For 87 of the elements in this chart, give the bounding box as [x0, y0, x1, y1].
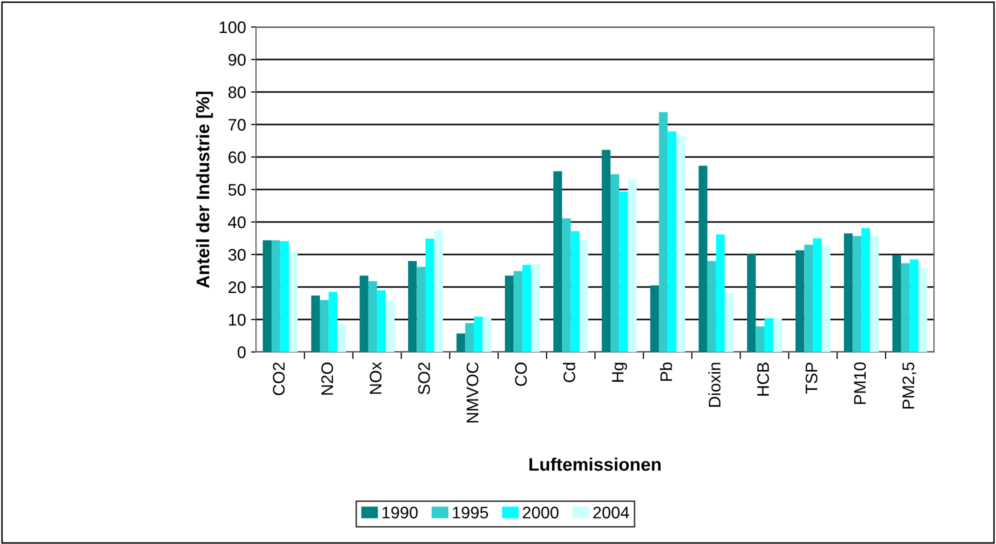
bar — [426, 238, 434, 352]
bar — [724, 293, 734, 352]
bar — [328, 292, 338, 352]
bar — [271, 240, 280, 352]
x-tick-label: Hg — [612, 362, 627, 382]
bar — [482, 316, 492, 352]
y-tick-label: 0 — [238, 346, 246, 358]
bar — [650, 285, 659, 352]
bar — [852, 236, 862, 352]
bar — [368, 281, 378, 352]
y-tick-label: 40 — [228, 216, 246, 228]
x-tick-label: NMVOC — [466, 362, 478, 422]
bar — [716, 234, 725, 352]
bar — [901, 263, 910, 352]
bar — [892, 254, 902, 352]
bar — [861, 228, 870, 352]
bar — [386, 300, 395, 352]
x-tick-label: PM10 — [854, 362, 866, 404]
x-tick-label: N2O — [321, 362, 334, 395]
bar — [628, 179, 637, 352]
bar — [773, 318, 782, 352]
bar — [474, 316, 483, 352]
bar — [619, 191, 628, 352]
x-tick-label: HCB — [757, 362, 769, 396]
y-tick-label: 90 — [228, 54, 246, 66]
y-tick-label: 100 — [220, 21, 246, 34]
bar — [377, 290, 386, 352]
bar — [822, 246, 830, 352]
y-axis-title: Anteil der Industrie [%] — [196, 92, 213, 288]
bar — [756, 326, 764, 352]
bar — [262, 240, 272, 352]
bar — [602, 150, 610, 352]
x-tick-label: SO2 — [418, 362, 430, 394]
x-axis-title: Luftemissionen — [530, 458, 661, 471]
bar — [764, 318, 774, 352]
y-tick-label: 50 — [228, 184, 246, 196]
bar — [795, 250, 804, 352]
bar — [910, 259, 919, 352]
legend-label: 1995 — [452, 506, 488, 518]
x-tick-label: Pb — [660, 362, 672, 381]
bar — [514, 271, 522, 352]
bar — [553, 171, 562, 352]
bar — [870, 236, 879, 352]
legend-label: 1990 — [382, 506, 418, 518]
bar — [580, 240, 588, 352]
bar — [504, 276, 514, 352]
bar — [844, 233, 853, 352]
bar — [360, 276, 368, 352]
x-tick-label: TSP — [806, 362, 818, 394]
y-tick-label: 70 — [228, 118, 246, 131]
bar — [562, 218, 571, 352]
bar — [610, 174, 620, 352]
bar — [676, 136, 686, 352]
bar — [918, 268, 928, 352]
y-tick-label: 10 — [229, 314, 246, 326]
bar — [804, 244, 813, 352]
bar — [812, 238, 822, 352]
bar — [465, 323, 474, 352]
legend-label: 2004 — [593, 506, 630, 518]
bar — [522, 264, 532, 352]
bar — [408, 261, 417, 352]
bar — [456, 333, 466, 352]
x-tick-label: NOx — [370, 362, 382, 394]
legend-label: 2000 — [522, 506, 558, 518]
bar — [280, 241, 289, 352]
x-tick-label: PM2,5 — [902, 362, 916, 409]
bar — [320, 300, 329, 352]
y-tick-label: 20 — [228, 281, 246, 294]
bar — [570, 231, 580, 352]
bar — [337, 324, 346, 352]
bar — [416, 266, 426, 352]
bar — [434, 230, 443, 352]
x-tick-label: CO — [515, 362, 527, 386]
bar — [707, 261, 716, 352]
bar — [668, 131, 676, 352]
bar — [531, 264, 540, 352]
x-tick-label: Cd — [563, 362, 576, 382]
bar — [658, 112, 668, 352]
y-tick-label: 80 — [228, 86, 246, 98]
bar — [288, 252, 298, 352]
x-tick-label: Dioxin — [708, 362, 721, 407]
bar — [747, 254, 756, 352]
y-tick-label: 30 — [228, 248, 246, 261]
x-tick-label: CO2 — [272, 362, 285, 396]
bar — [698, 166, 708, 352]
y-tick-label: 60 — [228, 151, 246, 164]
bar — [311, 295, 320, 352]
